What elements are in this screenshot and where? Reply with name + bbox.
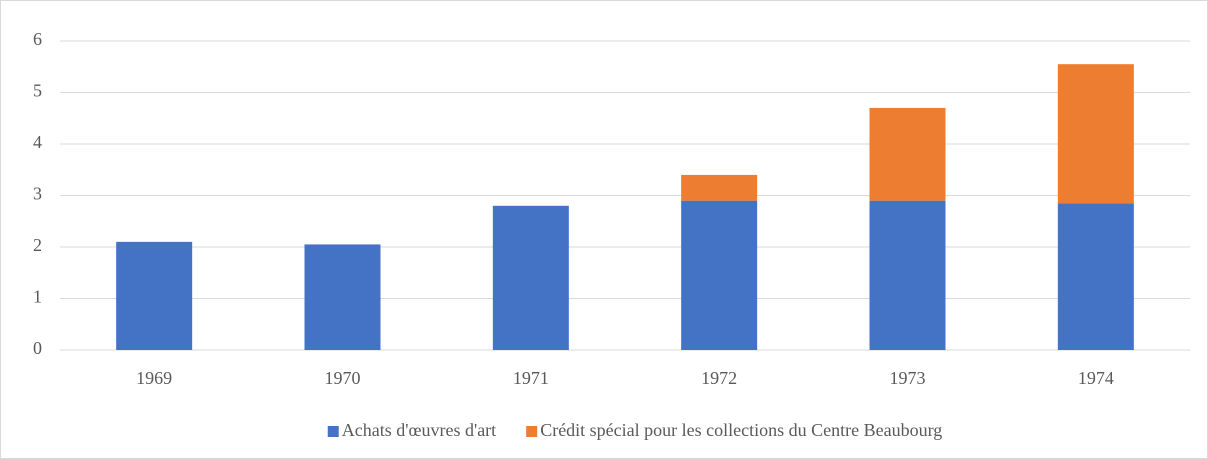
y-tick-label: 5 [33, 81, 42, 101]
legend-swatch [526, 426, 538, 437]
y-tick-label: 4 [33, 132, 42, 152]
y-tick-label: 3 [33, 184, 42, 204]
y-tick-label: 2 [33, 235, 42, 255]
x-tick-label: 1969 [136, 368, 172, 388]
x-tick-label: 1974 [1078, 368, 1114, 388]
x-tick-label: 1970 [325, 368, 361, 388]
legend-label: Achats d'œuvres d'art [342, 420, 496, 440]
y-tick-label: 6 [33, 29, 42, 49]
x-tick-label: 1971 [513, 368, 549, 388]
y-tick-label: 0 [33, 338, 42, 358]
legend-label: Crédit spécial pour les collections du C… [540, 420, 942, 440]
x-tick-label: 1973 [890, 368, 926, 388]
bar-segment [492, 205, 569, 350]
bar-segment [1057, 203, 1134, 350]
bar-segment [681, 174, 758, 201]
bar-segment [869, 107, 946, 201]
bar-segment [116, 241, 193, 350]
bar-segment [869, 200, 946, 350]
x-tick-label: 1972 [701, 368, 737, 388]
bar-segment [1057, 64, 1134, 204]
bar-segment [681, 200, 758, 350]
y-tick-label: 1 [33, 287, 42, 307]
legend-swatch [327, 426, 339, 437]
bar-segment [304, 244, 381, 350]
